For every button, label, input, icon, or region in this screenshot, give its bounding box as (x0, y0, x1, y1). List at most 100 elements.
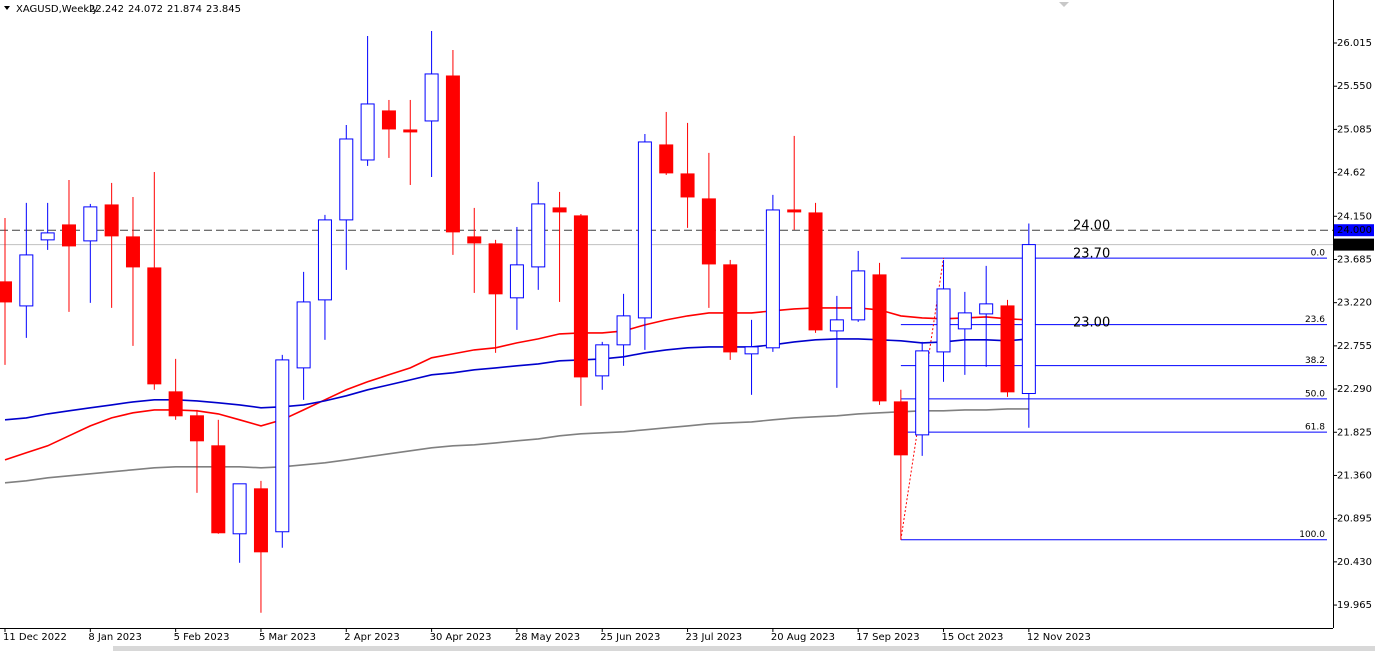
price-marker-label: 23.845 (1337, 240, 1372, 251)
candle-body (488, 243, 503, 295)
fib-label: 100.0 (1299, 530, 1325, 540)
candle-body (509, 264, 524, 299)
candle-body (659, 144, 674, 174)
shift-marker (1059, 2, 1069, 7)
header-value: 22.242 (89, 4, 124, 15)
candle-body (957, 312, 972, 330)
candle-body (381, 110, 396, 130)
candle-body (83, 206, 98, 242)
y-tick-label: 20.430 (1337, 557, 1372, 568)
candle-body (1021, 244, 1036, 395)
price-marker-label: 24.000 (1337, 225, 1372, 236)
x-tick-label: 25 Jun 2023 (600, 632, 660, 643)
header-value: 21.874 (167, 4, 202, 15)
fib-label: 0.0 (1311, 249, 1326, 259)
price-marker (1334, 224, 1374, 237)
candle-body (787, 209, 802, 213)
y-tick-label: 23.685 (1337, 254, 1372, 265)
candle-body (232, 483, 247, 535)
fib-trend (900, 257, 945, 540)
x-tick-label: 17 Sep 2023 (856, 632, 919, 643)
candle-body (808, 212, 823, 331)
y-tick-label: 24.150 (1337, 211, 1372, 222)
candle-body (189, 415, 204, 442)
candle-body (616, 315, 631, 346)
candle-body (680, 173, 695, 198)
candle-body (979, 303, 994, 315)
candle-body (168, 391, 183, 417)
candle-body (360, 103, 375, 161)
x-tick-label: 8 Jan 2023 (88, 632, 142, 643)
y-tick-label: 25.085 (1337, 124, 1372, 135)
candle-body (552, 207, 567, 213)
candle-body (19, 254, 34, 307)
candle-body (147, 267, 162, 385)
x-tick-label: 20 Aug 2023 (771, 632, 835, 643)
candle-body (701, 198, 716, 265)
y-tick-label: 24.62 (1337, 168, 1366, 179)
y-tick-label: 20.895 (1337, 514, 1372, 525)
y-tick-label: 26.015 (1337, 38, 1372, 49)
y-tick-label: 19.965 (1337, 600, 1372, 611)
candle-body (211, 445, 226, 534)
candle-body (595, 344, 610, 377)
fib-label: 50.0 (1305, 389, 1325, 399)
price-marker (1334, 238, 1374, 251)
scrollbar (113, 646, 1375, 651)
fib-label: 23.6 (1305, 315, 1325, 325)
y-tick-label: 23.220 (1337, 298, 1372, 309)
candle-body (104, 204, 119, 237)
y-tick-label: 22.290 (1337, 384, 1372, 395)
candle-body (1000, 305, 1015, 393)
x-tick-label: 30 Apr 2023 (430, 632, 492, 643)
candle-body (445, 75, 460, 233)
candle-body (61, 224, 76, 247)
y-tick-label: 25.550 (1337, 81, 1372, 92)
candle-body (275, 359, 290, 533)
level-label: 24.00 (1073, 219, 1110, 234)
fib-label: 61.8 (1305, 423, 1325, 433)
candle-body (296, 301, 311, 369)
candle-body (531, 203, 546, 268)
y-tick-label: 21.825 (1337, 427, 1372, 438)
candle-body (467, 236, 482, 244)
candle-body (573, 215, 588, 378)
candle-body (765, 209, 780, 349)
menu-arrow (4, 6, 10, 10)
x-tick-label: 11 Dec 2022 (3, 632, 67, 643)
candle-body (253, 488, 268, 553)
moving-average (4, 408, 1029, 484)
candle-body (637, 141, 652, 319)
level-label: 23.70 (1073, 247, 1110, 262)
x-tick-label: 15 Oct 2023 (942, 632, 1004, 643)
candle-body (0, 281, 12, 303)
candle-body (829, 319, 844, 332)
candle-body (936, 288, 951, 353)
candle-body (424, 73, 439, 122)
fib-label: 38.2 (1305, 356, 1325, 366)
candle-body (125, 236, 140, 268)
candle-body (851, 270, 866, 321)
level-label: 23.00 (1073, 316, 1110, 331)
candle-body (723, 264, 738, 353)
header-value: 24.072 (128, 4, 163, 15)
candle-body (893, 401, 908, 456)
x-tick-label: 2 Apr 2023 (344, 632, 399, 643)
candle-body (915, 350, 930, 436)
x-tick-label: 23 Jul 2023 (686, 632, 743, 643)
y-tick-label: 21.360 (1337, 470, 1372, 481)
candle-body (317, 219, 332, 301)
x-tick-label: 28 May 2023 (515, 632, 580, 643)
y-tick-label: 22.755 (1337, 341, 1372, 352)
candle-body (40, 232, 55, 241)
candle-body (744, 346, 759, 355)
chart-title: XAGUSD,Weekly (16, 4, 98, 15)
x-tick-label: 5 Feb 2023 (174, 632, 230, 643)
candle-body (403, 129, 418, 133)
header-value: 23.845 (206, 4, 241, 15)
x-tick-label: 12 Nov 2023 (1027, 632, 1091, 643)
candle-body (872, 274, 887, 402)
x-tick-label: 5 Mar 2023 (259, 632, 316, 643)
